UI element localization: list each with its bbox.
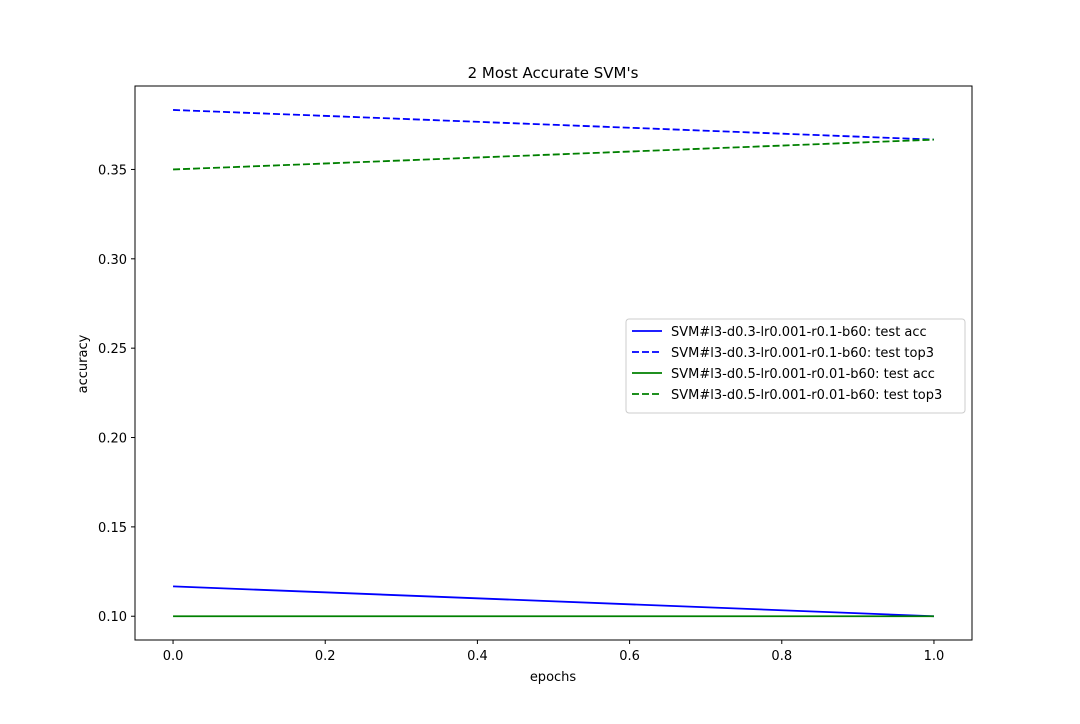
series-line-1 [173,585,934,618]
x-tick-label: 0.6 [619,649,640,664]
y-tick-label: 0.20 [98,432,127,447]
chart-title: 2 Most Accurate SVM's [468,64,639,82]
legend-box [625,318,966,414]
x-tick-label: 1.0 [924,649,945,664]
x-tick-label: 0.0 [163,649,184,664]
series-line-4 [173,138,934,171]
x-axis: 0.0 0.2 0.4 0.6 0.8 1.0 [163,640,945,664]
x-tick-label: 0.8 [771,649,792,664]
legend-label: SVM#l3-d0.5-lr0.001-r0.01-b60: test acc [671,367,935,382]
y-tick-label: 0.10 [98,610,127,625]
x-tick-label: 0.4 [467,649,488,664]
legend-label: SVM#l3-d0.3-lr0.001-r0.1-b60: test acc [671,325,927,340]
x-axis-label: epochs [530,670,577,685]
legend-label: SVM#l3-d0.5-lr0.001-r0.01-b60: test top3 [671,388,942,403]
y-tick-label: 0.25 [98,342,127,357]
legend-label: SVM#l3-d0.3-lr0.001-r0.1-b60: test top3 [671,346,934,361]
y-axis-label: accuracy [76,334,91,393]
legend: SVM#l3-d0.3-lr0.001-r0.1-b60: test acc SV… [625,318,966,414]
y-axis: 0.10 0.15 0.20 0.25 0.30 0.35 [98,163,135,625]
y-tick-label: 0.15 [98,521,127,536]
x-tick-label: 0.2 [315,649,336,664]
y-tick-label: 0.30 [98,253,127,268]
series-layer [173,109,934,618]
plot-area-frame [134,85,973,641]
y-tick-label: 0.35 [98,163,127,178]
series-line-2 [173,109,934,141]
